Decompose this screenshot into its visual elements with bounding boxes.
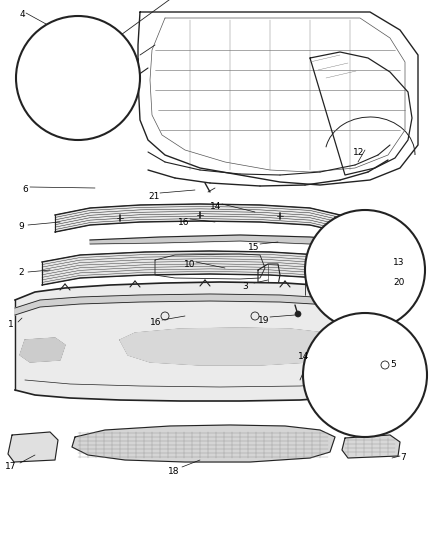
Circle shape	[305, 210, 425, 330]
Polygon shape	[342, 435, 400, 458]
Text: 7: 7	[400, 453, 406, 462]
Text: 19: 19	[258, 316, 269, 325]
Text: 2: 2	[18, 268, 24, 277]
Text: 3: 3	[242, 282, 248, 291]
Polygon shape	[90, 235, 350, 246]
Text: 14: 14	[298, 352, 309, 361]
Polygon shape	[15, 282, 390, 401]
Text: 4: 4	[20, 10, 26, 19]
Text: 16: 16	[150, 318, 162, 327]
Circle shape	[295, 311, 301, 317]
Text: 20: 20	[393, 278, 404, 287]
Text: 16: 16	[178, 218, 190, 227]
Text: 18: 18	[168, 467, 180, 476]
Text: 17: 17	[5, 462, 17, 471]
Circle shape	[303, 313, 427, 437]
Text: 9: 9	[18, 222, 24, 231]
Polygon shape	[20, 338, 65, 362]
Text: 14: 14	[210, 202, 221, 211]
Polygon shape	[120, 328, 335, 365]
Polygon shape	[8, 432, 58, 462]
Polygon shape	[72, 425, 335, 462]
Polygon shape	[55, 204, 350, 238]
Text: 21: 21	[148, 192, 159, 201]
Polygon shape	[15, 294, 385, 318]
Polygon shape	[338, 340, 380, 362]
Text: 6: 6	[22, 185, 28, 194]
Text: 13: 13	[393, 258, 405, 267]
Polygon shape	[42, 251, 360, 290]
Text: 15: 15	[248, 243, 259, 252]
Text: 12: 12	[353, 148, 364, 157]
Text: 10: 10	[184, 260, 195, 269]
Text: 1: 1	[8, 320, 14, 329]
Circle shape	[16, 16, 140, 140]
Text: 5: 5	[390, 360, 396, 369]
